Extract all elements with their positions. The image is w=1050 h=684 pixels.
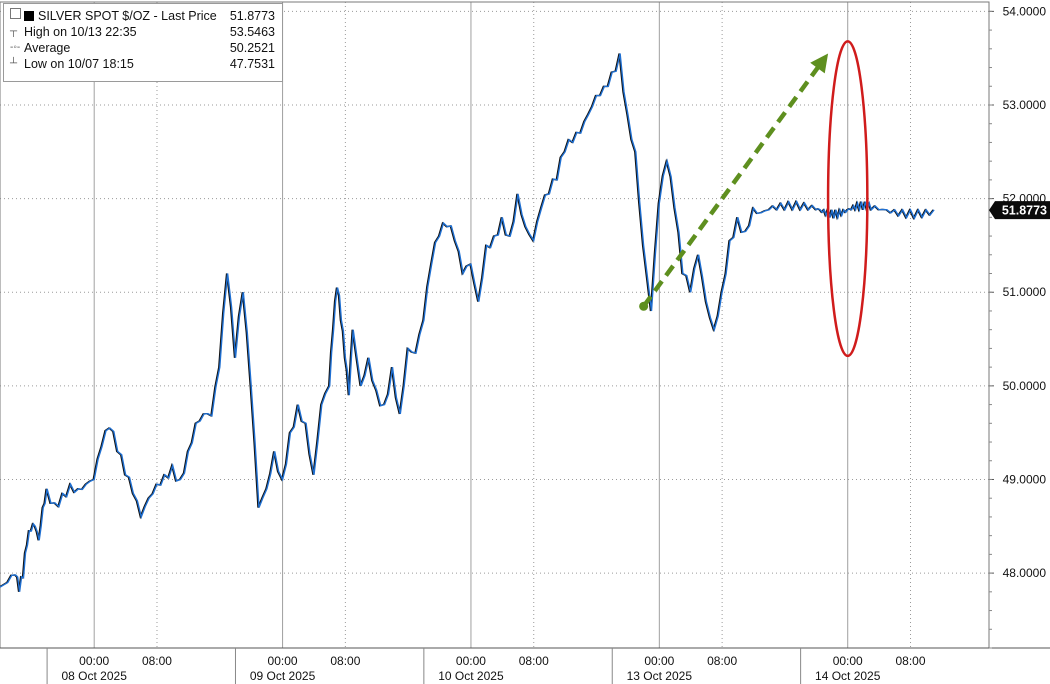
legend-low-row: ┴ Low on 10/07 18:15 47.7531 (10, 56, 277, 72)
y-tick-label: 53.0000 (1003, 98, 1047, 112)
last-price-label: 51.8773 (1002, 204, 1047, 218)
x-tick-time-label: 00:00 (79, 654, 109, 668)
trend-arrow-line (641, 63, 822, 308)
legend-high-label: High on 10/13 22:35 (24, 25, 137, 39)
high-marker-icon: ┬ (10, 26, 18, 37)
x-tick-time-label: 08:00 (142, 654, 172, 668)
grid-lines (0, 2, 989, 648)
low-marker-icon: ┴ (10, 58, 18, 69)
plot-border (0, 1, 990, 649)
y-tick-label: 48.0000 (1003, 566, 1047, 580)
average-marker-icon: -◦- (10, 42, 21, 53)
x-tick-time-label: 08:00 (330, 654, 360, 668)
y-axis: 54.000053.000052.000051.000050.000049.00… (989, 4, 1047, 649)
y-tick-label: 54.0000 (1003, 4, 1047, 18)
legend-title-row: SILVER SPOT $/OZ - Last Price 51.8773 (10, 8, 277, 24)
x-tick-date-label: 08 Oct 2025 (61, 669, 127, 683)
highlight-ellipse (826, 40, 869, 358)
legend-average-label: Average (24, 41, 71, 55)
legend-low-label: Low on 10/07 18:15 (24, 57, 134, 71)
day-separators (93, 2, 849, 648)
legend: SILVER SPOT $/OZ - Last Price 51.8773 ┬ … (3, 3, 283, 82)
y-tick-label: 49.0000 (1003, 472, 1047, 486)
legend-low-value: 47.7531 (229, 57, 275, 71)
trend-arrow-start-dot (639, 301, 649, 311)
last-price-tag (989, 201, 1050, 220)
legend-average-row: -◦- Average 50.2521 (10, 40, 277, 56)
price-shadow-line (0, 53, 934, 592)
series-swatch-icon (24, 11, 34, 21)
legend-average-value: 50.2521 (229, 41, 275, 55)
x-axis: 00:00 08:00 00:00 08:00 00:00 08:00 00:00 08:00… (46, 648, 926, 684)
x-tick-time-label: 08:00 (895, 654, 925, 668)
trend-arrow-head (810, 53, 829, 74)
checkbox-icon[interactable] (10, 8, 24, 24)
legend-last-value: 51.8773 (229, 9, 275, 23)
legend-high-value: 53.5463 (229, 25, 275, 39)
x-tick-time-label: 00:00 (268, 654, 298, 668)
legend-title: SILVER SPOT $/OZ - Last Price (38, 9, 217, 23)
x-tick-date-label: 13 Oct 2025 (627, 669, 693, 683)
y-tick-label: 51.0000 (1003, 285, 1047, 299)
x-tick-time-label: 08:00 (519, 654, 549, 668)
x-tick-date-label: 10 Oct 2025 (438, 669, 504, 683)
y-tick-label: 50.0000 (1003, 379, 1047, 393)
annotations (639, 40, 869, 358)
x-tick-time-label: 00:00 (644, 654, 674, 668)
x-tick-time-label: 00:00 (456, 654, 486, 668)
x-tick-date-label: 09 Oct 2025 (250, 669, 316, 683)
last-price-tag-group: 51.8773 (989, 201, 1050, 220)
x-tick-time-label: 08:00 (707, 654, 737, 668)
x-tick-time-label: 00:00 (833, 654, 863, 668)
price-series (0, 53, 935, 592)
legend-high-row: ┬ High on 10/13 22:35 53.5463 (10, 24, 277, 40)
x-tick-date-label: 14 Oct 2025 (815, 669, 881, 683)
price-line (0, 53, 935, 592)
